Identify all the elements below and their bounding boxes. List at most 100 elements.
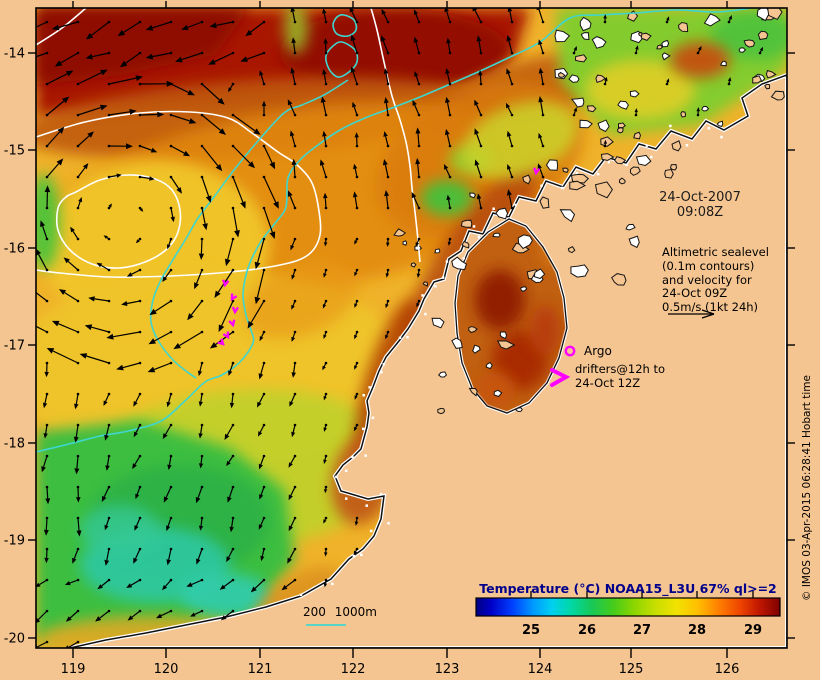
arrow-head xyxy=(259,336,264,342)
arrow-head xyxy=(234,230,240,238)
velocity-arrow xyxy=(200,175,212,203)
velocity-arrow xyxy=(199,454,204,469)
arrow-shaft xyxy=(539,167,544,178)
velocity-arrow xyxy=(385,268,390,278)
cloud-speck xyxy=(335,475,338,479)
velocity-arrow xyxy=(74,454,80,475)
cloud-speck xyxy=(462,257,465,260)
arrow-head xyxy=(45,498,51,505)
arrow-head xyxy=(224,433,230,440)
arrow-head xyxy=(478,70,483,76)
arrow-head xyxy=(506,35,512,42)
arrow-head xyxy=(181,24,189,31)
arrow-head xyxy=(385,303,389,309)
cloud-speck xyxy=(421,294,424,297)
arrow-shaft xyxy=(263,145,273,164)
velocity-arrow xyxy=(287,190,297,210)
arrow-shaft xyxy=(196,269,203,284)
velocity-arrow xyxy=(51,320,80,334)
arrow-shaft xyxy=(538,9,544,23)
arrow-head xyxy=(506,68,511,75)
drifter-track-arrow xyxy=(533,167,541,176)
cloud-speck xyxy=(669,124,672,128)
arrow-shaft xyxy=(214,52,234,63)
velocity-arrow xyxy=(288,485,297,501)
velocity-arrow xyxy=(116,361,142,371)
arrow-head xyxy=(187,313,194,321)
y-axis-tick-label: -17 xyxy=(4,339,25,354)
arrow-head xyxy=(320,96,326,103)
arrow-shaft xyxy=(108,77,137,85)
velocity-arrow xyxy=(262,144,276,170)
arrow-head xyxy=(728,15,732,20)
velocity-arrow xyxy=(447,237,452,246)
arrow-shaft xyxy=(416,238,420,244)
arrow-shaft xyxy=(125,52,141,64)
arrow-shaft xyxy=(260,362,265,375)
arrow-shaft xyxy=(72,230,79,240)
cloud-speck xyxy=(492,207,495,210)
axes-layer: 119 120 121 122 123 124 125 126 -14 -15 -16 -17 -18 -… xyxy=(4,1,795,677)
velocity-arrow xyxy=(727,77,732,86)
velocity-arrow xyxy=(415,127,421,148)
velocity-arrow xyxy=(245,20,266,37)
sealevel-contour-white xyxy=(36,110,322,278)
cloud-speck xyxy=(685,144,689,147)
arrow-shaft xyxy=(64,292,79,302)
arrow-head xyxy=(291,304,295,310)
arrow-head xyxy=(51,24,60,31)
arrow-shaft xyxy=(42,225,48,240)
arrow-shaft xyxy=(352,40,358,54)
arrow-head xyxy=(240,56,248,62)
arrow-head xyxy=(538,39,543,45)
velocity-arrow xyxy=(73,423,80,443)
arrow-shaft xyxy=(76,455,79,469)
arrow-head xyxy=(70,226,75,233)
arrow-head xyxy=(116,173,122,178)
arrow-shaft xyxy=(290,517,296,527)
contour-layer xyxy=(36,8,753,453)
arrow-head xyxy=(258,373,264,380)
island xyxy=(629,90,640,98)
coastline xyxy=(69,74,787,648)
velocity-arrow xyxy=(322,8,328,24)
arrow-shaft xyxy=(292,11,296,23)
colorbar-tick-label: 29 xyxy=(744,623,762,638)
island xyxy=(625,223,636,231)
velocity-arrow xyxy=(385,299,390,309)
arrow-shaft xyxy=(257,238,265,263)
island xyxy=(517,234,533,250)
velocity-arrow xyxy=(323,237,328,247)
arrow-head xyxy=(116,364,124,371)
arrow-head xyxy=(36,248,42,256)
arrow-shaft xyxy=(540,73,544,85)
island xyxy=(764,83,771,90)
arrow-head xyxy=(381,8,386,15)
arrow-head xyxy=(250,586,257,593)
arrow-shaft xyxy=(448,199,451,209)
arrow-head xyxy=(273,201,279,209)
velocity-arrow xyxy=(538,39,545,55)
island xyxy=(485,361,493,370)
arrow-shaft xyxy=(448,238,451,242)
island xyxy=(611,273,627,286)
arrow-shaft xyxy=(45,517,48,531)
arrow-shaft xyxy=(540,101,544,116)
island xyxy=(671,140,682,152)
arrow-shaft xyxy=(323,136,327,147)
argo-float-marker xyxy=(564,345,576,357)
arrow-head xyxy=(287,190,293,197)
arrow-head xyxy=(20,318,28,324)
velocity-arrow xyxy=(76,197,83,210)
arrow-head xyxy=(476,193,482,200)
velocity-arrow xyxy=(354,392,359,400)
arrow-shaft xyxy=(217,269,234,293)
arrow-head xyxy=(258,524,263,530)
island xyxy=(472,344,481,354)
altimetric-note: Altimetric sealevel (0.1m contours) and … xyxy=(662,245,769,315)
velocity-arrow xyxy=(95,609,111,622)
island xyxy=(716,120,724,127)
arrow-head xyxy=(64,581,71,586)
island xyxy=(431,317,445,329)
arrow-shaft xyxy=(223,579,234,587)
